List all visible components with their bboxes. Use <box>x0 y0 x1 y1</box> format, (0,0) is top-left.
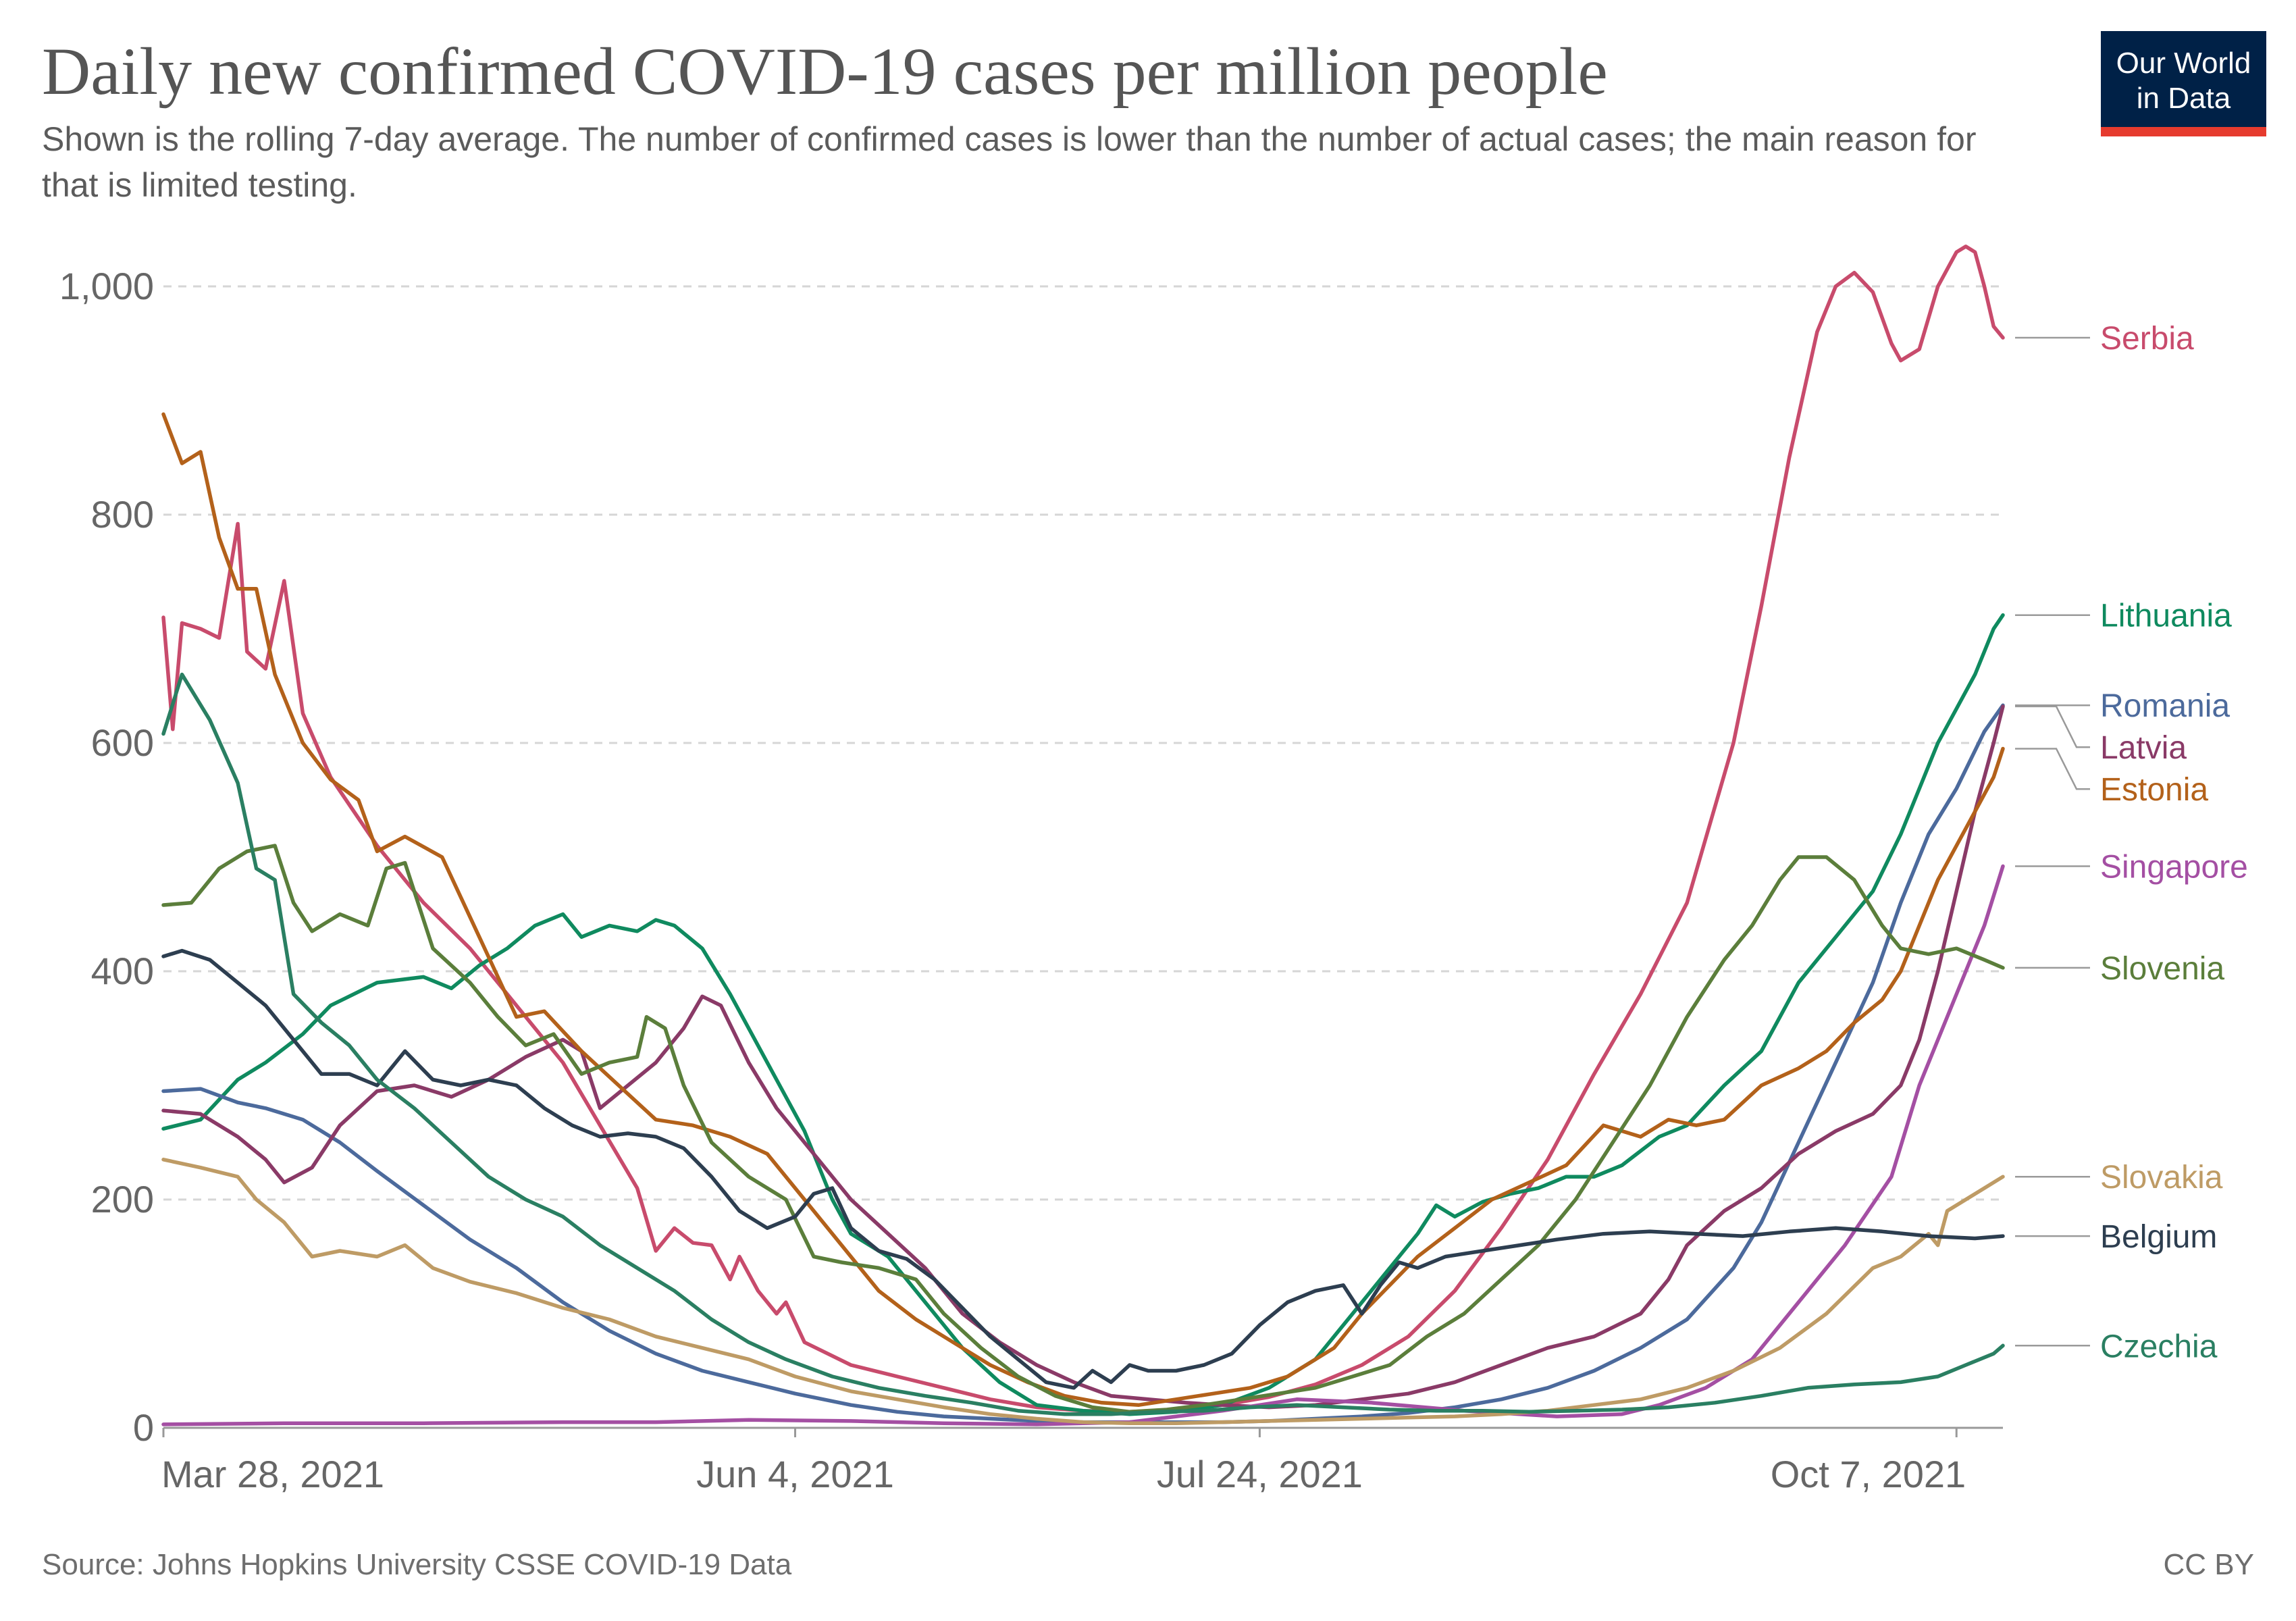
owid-logo[interactable]: Our World in Data <box>2101 31 2266 136</box>
series-line-slovakia[interactable] <box>161 1158 2005 1425</box>
y-tick-label: 0 <box>133 1406 154 1449</box>
x-axis: Mar 28, 2021 Jun 4, 2021 Jul 24, 2021 Oct 7… <box>161 1426 2003 1495</box>
series-line-latvia[interactable] <box>161 704 2005 1410</box>
source-note[interactable]: Source: Johns Hopkins University CSSE CO… <box>42 1548 792 1581</box>
label-connector <box>2015 705 2090 748</box>
series-label-lithuania[interactable]: Lithuania <box>2100 598 2232 634</box>
x-tick-label: Oct 7, 2021 <box>1771 1453 1966 1495</box>
series-line-singapore[interactable] <box>161 864 2005 1426</box>
y-tick-label: 1,000 <box>59 265 154 307</box>
series-label-estonia[interactable]: Estonia <box>2100 772 2208 808</box>
grid-lines <box>163 285 2003 1201</box>
series-label-serbia[interactable]: Serbia <box>2100 321 2194 357</box>
y-tick-label: 400 <box>91 950 154 992</box>
series-line-serbia[interactable] <box>161 245 2005 1414</box>
series-line-slovenia[interactable] <box>161 844 2005 1414</box>
series-label-slovenia[interactable]: Slovenia <box>2100 951 2224 987</box>
series-label-belgium[interactable]: Belgium <box>2100 1219 2217 1255</box>
series-labels[interactable]: Serbia Lithuania Romania Latvia Estonia Singa… <box>2015 321 2248 1364</box>
y-tick-label: 600 <box>91 721 154 764</box>
series-label-singapore[interactable]: Singapore <box>2100 850 2248 885</box>
series-line-belgium[interactable] <box>161 948 2005 1390</box>
series-label-latvia[interactable]: Latvia <box>2100 730 2187 766</box>
logo-line-1: Our World <box>2116 47 2251 80</box>
x-tick-label: Jun 4, 2021 <box>696 1453 894 1495</box>
label-connector <box>2015 748 2090 790</box>
series-line-lithuania[interactable] <box>161 613 2005 1416</box>
x-tick-label: Jul 24, 2021 <box>1157 1453 1363 1495</box>
y-tick-label: 800 <box>91 493 154 536</box>
chart-subtitle: Shown is the rolling 7-day average. The … <box>42 120 1977 204</box>
chart-title: Daily new confirmed COVID-19 cases per m… <box>42 34 1608 109</box>
series-lines[interactable] <box>161 245 2005 1426</box>
y-axis: 0 200 400 600 800 1,000 <box>59 265 154 1449</box>
series-label-czechia[interactable]: Czechia <box>2100 1329 2218 1364</box>
logo-line-2: in Data <box>2136 82 2231 115</box>
x-tick-label: Mar 28, 2021 <box>161 1453 384 1495</box>
series-line-czechia[interactable] <box>161 672 2005 1416</box>
y-tick-label: 200 <box>91 1178 154 1220</box>
series-line-estonia[interactable] <box>161 412 2005 1407</box>
license-note[interactable]: CC BY <box>2163 1548 2254 1581</box>
series-label-romania[interactable]: Romania <box>2100 688 2230 724</box>
series-label-slovakia[interactable]: Slovakia <box>2100 1160 2223 1195</box>
series-line-romania[interactable] <box>161 703 2005 1424</box>
